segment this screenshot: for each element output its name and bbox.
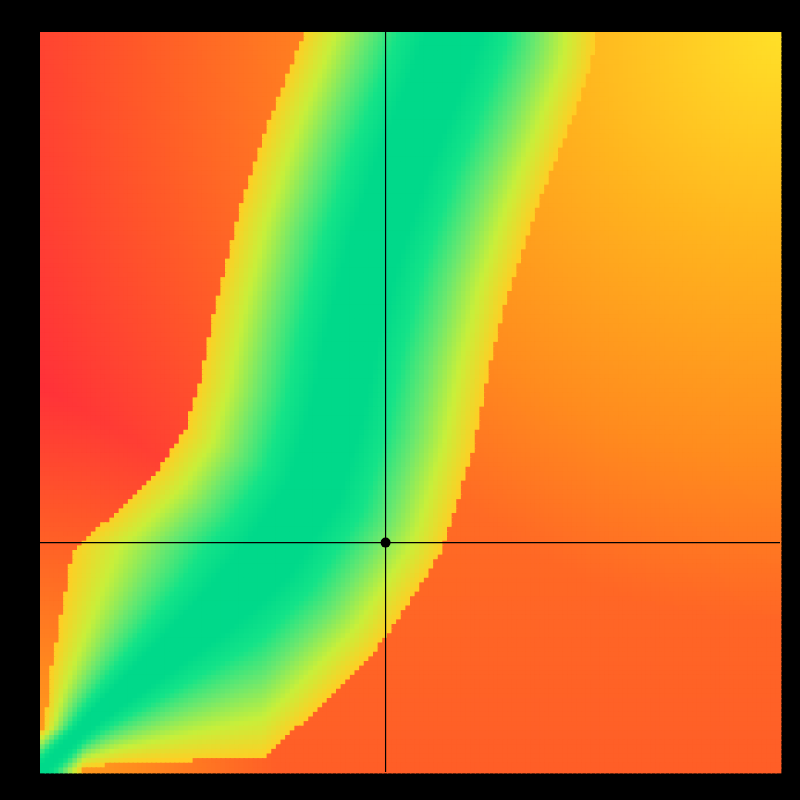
chart-container: TheBottlenecker.com xyxy=(0,0,800,800)
heatmap-canvas xyxy=(0,0,800,800)
